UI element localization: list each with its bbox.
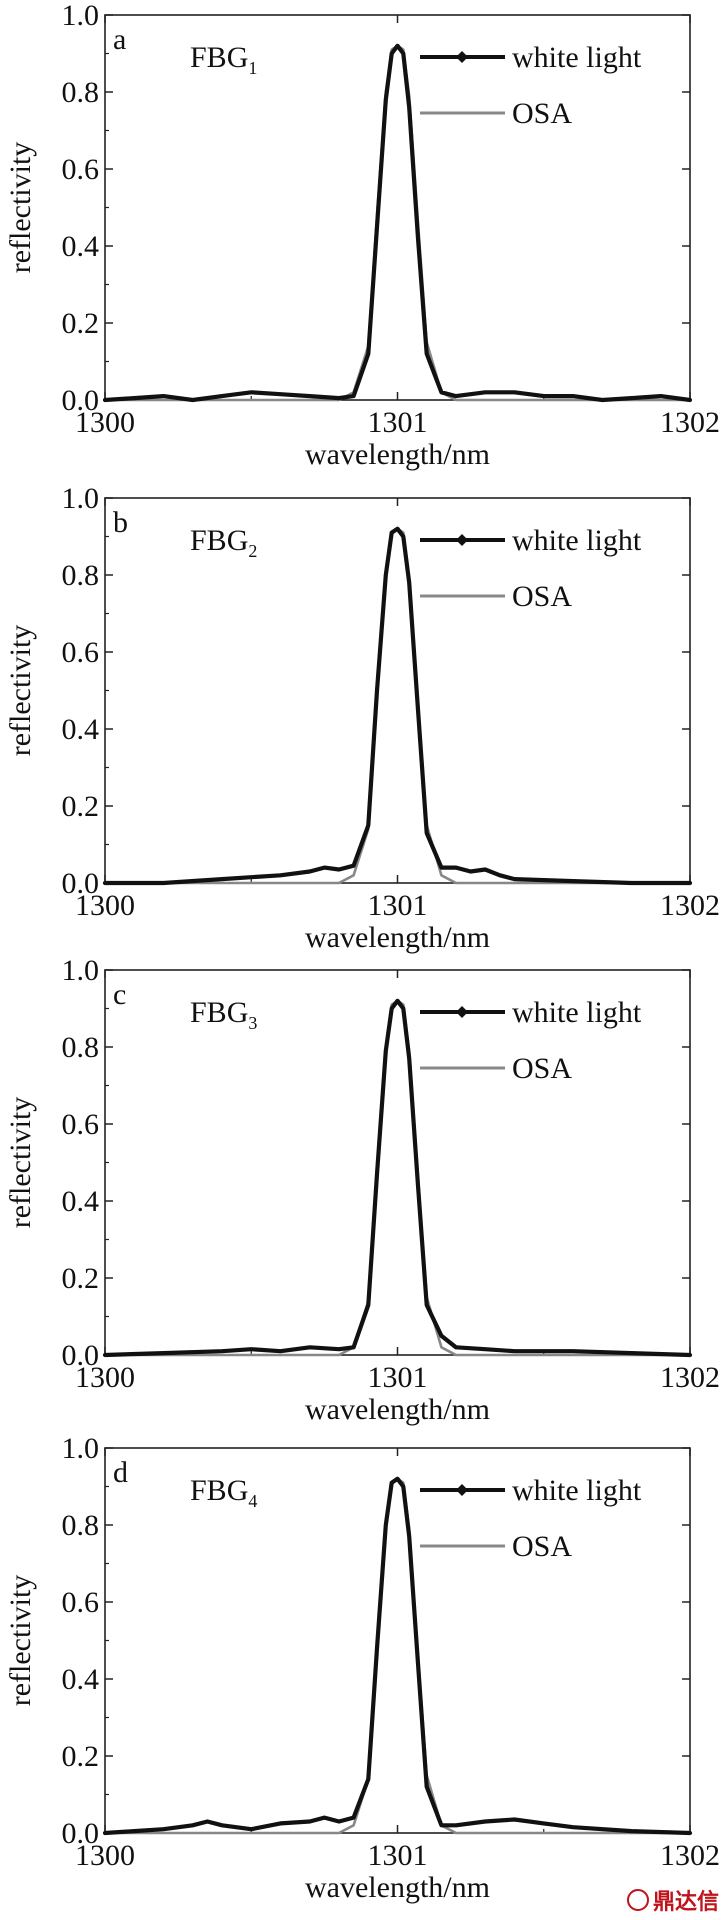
y-tick-label: 0.0 xyxy=(62,1339,100,1372)
x-tick-label: 1302 xyxy=(660,1839,720,1872)
grating-label-main: FBG xyxy=(190,996,248,1029)
y-tick-label: 0.2 xyxy=(62,307,100,340)
legend-label-white-light: white light xyxy=(512,41,642,74)
series-line-white-light xyxy=(102,998,693,1358)
watermark: 鼎达信 xyxy=(626,1884,719,1916)
panel-letter: c xyxy=(113,978,126,1011)
x-axis-label: wavelength/nm xyxy=(305,438,490,471)
watermark-text: 鼎达信 xyxy=(652,1890,719,1915)
x-tick-label: 1302 xyxy=(660,889,720,922)
panel-b: 0.0 0.2 0.4 0.6 0.8 1.0 1300 1301 1302 wavelength… xyxy=(4,482,720,954)
y-tick-label: 0.2 xyxy=(62,790,100,823)
x-tick-label: 1301 xyxy=(368,889,428,922)
legend-label-osa: OSA xyxy=(512,1530,572,1563)
series-line-osa xyxy=(103,527,692,885)
legend-label-white-light: white light xyxy=(512,996,642,1029)
x-tick-label: 1300 xyxy=(75,1839,135,1872)
panel-c: 0.0 0.2 0.4 0.6 0.8 1.0 1300 1301 1302 wavelength… xyxy=(4,954,720,1426)
y-tick-label: 0.6 xyxy=(62,636,100,669)
x-tick-label: 1302 xyxy=(660,406,720,439)
panel-letter: a xyxy=(113,23,126,56)
legend-label-white-light: white light xyxy=(512,1474,642,1507)
panel-letter: b xyxy=(113,506,128,539)
series-line-white-light xyxy=(102,526,693,886)
legend-label-osa: OSA xyxy=(512,1052,572,1085)
grating-label-subscript: 4 xyxy=(248,1491,257,1511)
x-axis-label: wavelength/nm xyxy=(305,921,490,954)
grating-label-subscript: 3 xyxy=(248,1013,257,1033)
grating-label-subscript: 1 xyxy=(248,58,257,78)
grating-label: FBG3 xyxy=(190,996,257,1033)
x-tick-label: 1300 xyxy=(75,406,135,439)
legend-marker-diamond-icon xyxy=(456,51,468,63)
y-tick-label: 0.2 xyxy=(62,1262,100,1295)
x-tick-label: 1302 xyxy=(660,1361,720,1394)
panel-a: 0.0 0.2 0.4 0.6 0.8 1.0 1300 1301 1302 wavelength… xyxy=(4,0,720,471)
series-line-white-light xyxy=(102,43,693,403)
grating-label: FBG1 xyxy=(190,41,257,78)
grating-label-subscript: 2 xyxy=(248,541,257,561)
legend-label-osa: OSA xyxy=(512,97,572,130)
series-line-osa xyxy=(103,1477,692,1835)
y-tick-label: 0.8 xyxy=(62,1509,100,1542)
grating-label-main: FBG xyxy=(190,41,248,74)
x-axis-label: wavelength/nm xyxy=(305,1871,490,1904)
y-tick-label: 0.6 xyxy=(62,1586,100,1619)
series-line-white-light xyxy=(102,1476,693,1836)
grating-label-main: FBG xyxy=(190,1474,248,1507)
series-line-osa xyxy=(103,999,692,1357)
y-tick-label: 0.2 xyxy=(62,1740,100,1773)
y-tick-label: 0.4 xyxy=(62,230,100,263)
y-tick-label: 1.0 xyxy=(62,0,100,32)
y-tick-label: 1.0 xyxy=(62,1432,100,1465)
legend-marker-diamond-icon xyxy=(456,534,468,546)
legend-label-white-light: white light xyxy=(512,524,642,557)
y-tick-label: 0.8 xyxy=(62,76,100,109)
y-axis-label: reflectivity xyxy=(4,1097,37,1229)
y-tick-label: 0.8 xyxy=(62,1031,100,1064)
y-tick-label: 0.4 xyxy=(62,1185,100,1218)
y-tick-label: 0.8 xyxy=(62,559,100,592)
y-tick-label: 0.0 xyxy=(62,867,100,900)
grating-label: FBG2 xyxy=(190,524,257,561)
x-tick-label: 1301 xyxy=(368,1361,428,1394)
x-tick-label: 1300 xyxy=(75,889,135,922)
legend-marker-diamond-icon xyxy=(456,1484,468,1496)
grating-label-main: FBG xyxy=(190,524,248,557)
y-axis-label: reflectivity xyxy=(4,142,37,274)
y-axis-label: reflectivity xyxy=(4,625,37,757)
y-tick-label: 0.4 xyxy=(62,1663,100,1696)
panel-letter: d xyxy=(113,1456,128,1489)
x-tick-label: 1301 xyxy=(368,406,428,439)
grating-label: FBG4 xyxy=(190,1474,257,1511)
y-tick-label: 1.0 xyxy=(62,482,100,515)
y-tick-label: 0.0 xyxy=(62,384,100,417)
panel-d: 0.0 0.2 0.4 0.6 0.8 1.0 1300 1301 1302 wavelength… xyxy=(4,1432,720,1904)
x-tick-label: 1300 xyxy=(75,1361,135,1394)
x-axis-label: wavelength/nm xyxy=(305,1393,490,1426)
y-tick-label: 1.0 xyxy=(62,954,100,987)
watermark-logo-icon xyxy=(626,1889,649,1911)
y-tick-label: 0.4 xyxy=(62,713,100,746)
y-tick-label: 0.6 xyxy=(62,153,100,186)
y-tick-label: 0.0 xyxy=(62,1817,100,1850)
y-tick-label: 0.6 xyxy=(62,1108,100,1141)
legend-marker-diamond-icon xyxy=(456,1006,468,1018)
y-axis-label: reflectivity xyxy=(4,1575,37,1707)
x-tick-label: 1301 xyxy=(368,1839,428,1872)
legend-label-osa: OSA xyxy=(512,580,572,613)
series-line-osa xyxy=(103,44,692,402)
